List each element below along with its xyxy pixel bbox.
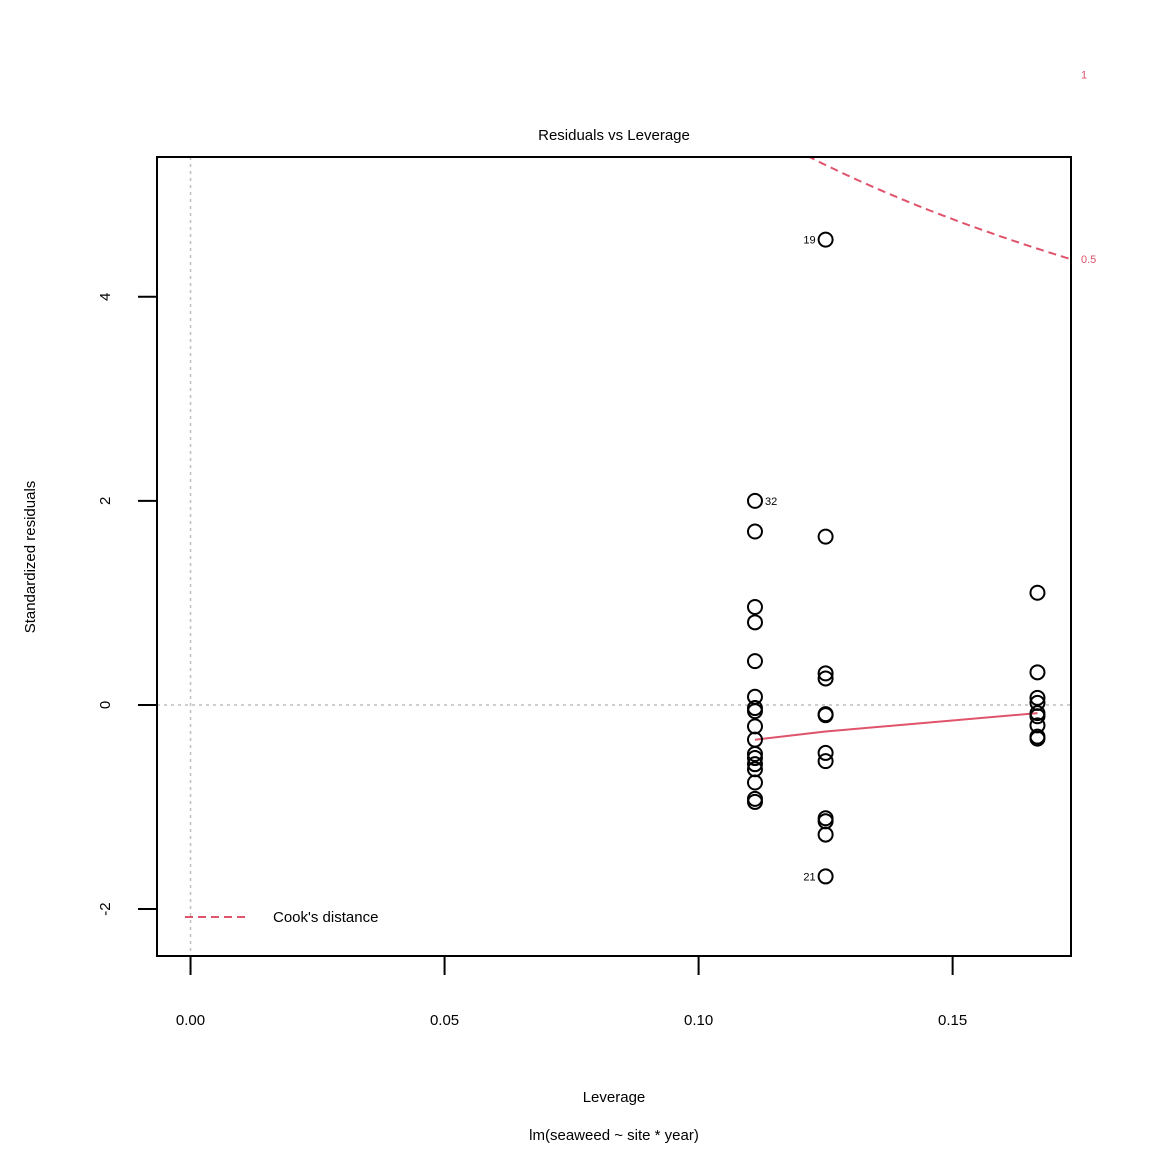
data-point <box>1029 730 1046 747</box>
data-point <box>746 756 763 773</box>
y-tick-label: -2 <box>97 902 114 915</box>
data-point <box>746 653 763 670</box>
y-tick-label: 2 <box>97 497 114 505</box>
data-point <box>746 745 763 762</box>
smooth-line <box>754 712 1038 741</box>
y-axis-label: Standardized residuals <box>22 481 39 634</box>
x-tick-label: 0.10 <box>684 1012 713 1029</box>
data-point <box>1029 689 1046 706</box>
data-point <box>746 793 763 810</box>
point-label: 21 <box>803 871 815 883</box>
data-point <box>817 744 834 761</box>
plot-layer: 0.5 1 32 19 21 <box>157 0 1096 956</box>
y-tick-label: 4 <box>97 293 114 301</box>
data-point <box>817 868 834 885</box>
legend-cooks-label: Cook's distance <box>273 909 378 926</box>
data-point <box>817 707 834 724</box>
chart-title: Residuals vs Leverage <box>538 127 690 144</box>
data-point <box>817 826 834 843</box>
data-point <box>746 492 763 509</box>
data-point <box>746 599 763 616</box>
data-point <box>817 665 834 682</box>
data-point <box>817 528 834 545</box>
cooks-level-label: 0.5 <box>1081 254 1096 266</box>
point-label: 19 <box>803 235 815 247</box>
cooks-level-label: 1 <box>1081 70 1087 82</box>
x-axis-label: Leverage <box>583 1089 646 1106</box>
cooks-contour-1 <box>216 0 1071 75</box>
chart-subtitle: lm(seaweed ~ site * year) <box>529 1127 699 1144</box>
y-tick-label: 0 <box>97 701 114 709</box>
cooks-contour-0-5 <box>807 157 1071 261</box>
data-point <box>817 231 834 248</box>
data-point <box>817 670 834 687</box>
axes-layer: 0.00 0.05 0.10 0.15 -2 0 2 4 <box>97 293 967 1029</box>
data-point <box>1029 584 1046 601</box>
data-point <box>746 703 763 720</box>
data-point <box>746 523 763 540</box>
x-tick-label: 0.05 <box>430 1012 459 1029</box>
data-point <box>746 718 763 735</box>
plot-frame <box>156 156 1072 957</box>
data-point <box>746 614 763 631</box>
data-point <box>817 753 834 770</box>
data-point <box>746 750 763 767</box>
data-point <box>1029 664 1046 681</box>
point-label: 32 <box>765 496 777 508</box>
data-point <box>746 774 763 791</box>
x-tick-label: 0.15 <box>938 1012 967 1029</box>
data-point <box>1029 708 1046 725</box>
plot-clip-group <box>157 0 1071 956</box>
legend: Cook's distance <box>185 909 378 926</box>
x-tick-label: 0.00 <box>176 1012 205 1029</box>
